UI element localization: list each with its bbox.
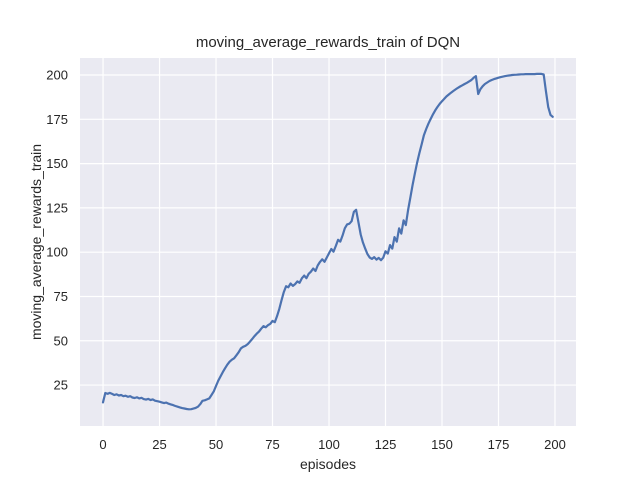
x-tick-label: 200 bbox=[544, 437, 566, 452]
plot-area bbox=[80, 58, 576, 426]
x-tick-label: 75 bbox=[265, 437, 279, 452]
x-tick-label: 0 bbox=[99, 437, 106, 452]
y-tick-label: 25 bbox=[54, 378, 68, 393]
y-tick-label: 100 bbox=[46, 245, 68, 260]
y-tick-label: 175 bbox=[46, 112, 68, 127]
y-tick-label: 150 bbox=[46, 156, 68, 171]
data-line bbox=[101, 72, 554, 411]
x-tick-label: 25 bbox=[152, 437, 166, 452]
y-axis-label: moving_average_rewards_train bbox=[28, 143, 44, 341]
x-axis-label: episodes bbox=[299, 456, 357, 472]
chart-title: moving_average_rewards_train of DQN bbox=[195, 34, 461, 51]
x-tick-label: 50 bbox=[209, 437, 223, 452]
y-tick-label: 125 bbox=[46, 200, 68, 215]
x-tick-label: 175 bbox=[488, 437, 510, 452]
y-tick-label: 50 bbox=[54, 333, 68, 348]
x-tick-label: 125 bbox=[375, 437, 397, 452]
y-tick-label: 200 bbox=[46, 68, 68, 83]
y-tick-label: 75 bbox=[54, 289, 68, 304]
x-tick-label: 150 bbox=[431, 437, 453, 452]
x-tick-label: 100 bbox=[318, 437, 340, 452]
